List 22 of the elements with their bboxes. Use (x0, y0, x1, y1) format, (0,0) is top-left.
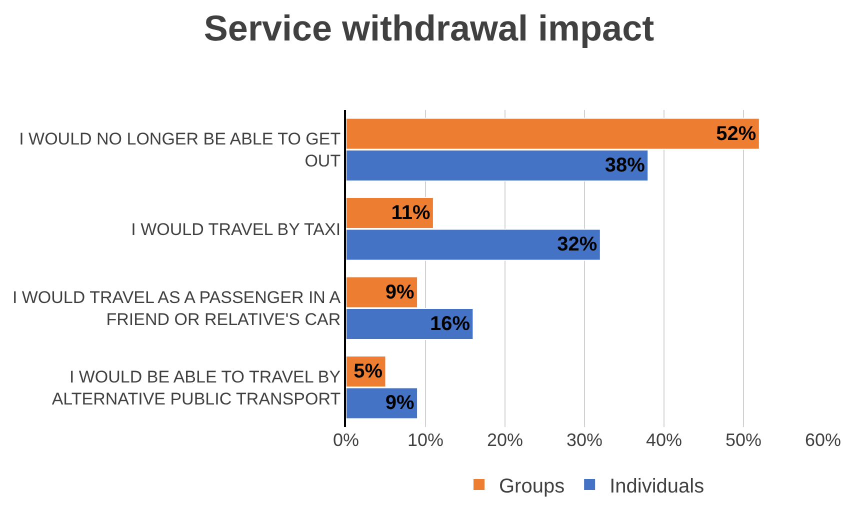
data-label: 11% (391, 202, 430, 224)
data-label: 32% (557, 234, 598, 256)
chart-title: Service withdrawal impact (204, 8, 654, 49)
y-tick-label: I WOULD TRAVEL BY TAXI (131, 220, 341, 239)
x-tick-label: 10% (407, 430, 444, 450)
data-label: 9% (385, 281, 415, 304)
data-label: 5% (354, 360, 383, 383)
legend-label: Groups (499, 475, 565, 498)
x-tick-label: 0% (332, 430, 360, 450)
data-label: 9% (385, 392, 415, 414)
data-label: 38% (604, 154, 646, 176)
legend-label: Individuals (610, 475, 704, 498)
x-tick-label: 20% (486, 430, 524, 450)
data-label: 52% (716, 122, 756, 145)
y-tick-label: I WOULD TRAVEL AS A PASSENGER IN A FRIEND OR RELATIVE'S CAR (12, 288, 342, 330)
x-tick-label: 40% (646, 430, 682, 450)
x-tick-label: 60% (804, 430, 842, 450)
y-tick-label: I WOULD BE ABLE TO TRAVEL BY ALTERNATIVE PUBLIC TRANSPORT (52, 367, 341, 408)
y-tick-label: I WOULD NO LONGER BE ABLE TO GET OUT (19, 130, 341, 171)
data-label: 16% (430, 312, 470, 335)
x-tick-label: 50% (725, 430, 762, 450)
x-tick-label: 30% (566, 430, 603, 450)
